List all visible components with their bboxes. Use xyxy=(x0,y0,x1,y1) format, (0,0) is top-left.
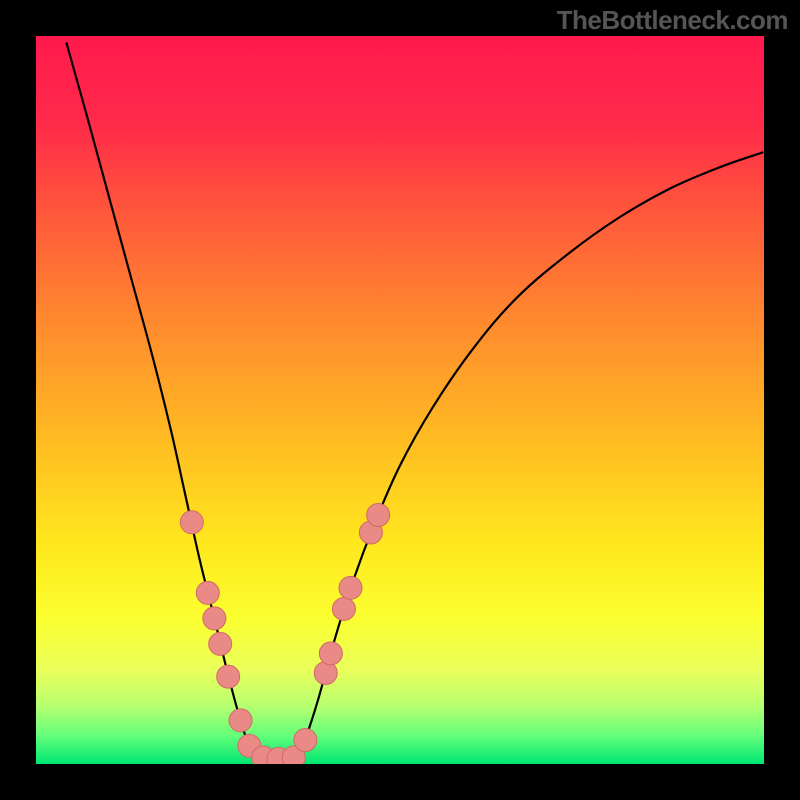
data-marker xyxy=(209,632,232,655)
data-marker xyxy=(319,642,342,665)
data-marker xyxy=(332,597,355,620)
data-marker xyxy=(367,504,390,527)
data-marker xyxy=(196,581,219,604)
watermark-text: TheBottleneck.com xyxy=(557,5,788,36)
data-marker xyxy=(229,709,252,732)
data-marker xyxy=(339,576,362,599)
plot-area xyxy=(36,36,764,764)
marker-group xyxy=(180,504,389,764)
chart-svg xyxy=(36,36,764,764)
bottleneck-curve xyxy=(67,43,763,759)
data-marker xyxy=(203,607,226,630)
data-marker xyxy=(294,728,317,751)
data-marker xyxy=(217,665,240,688)
data-marker xyxy=(180,511,203,534)
